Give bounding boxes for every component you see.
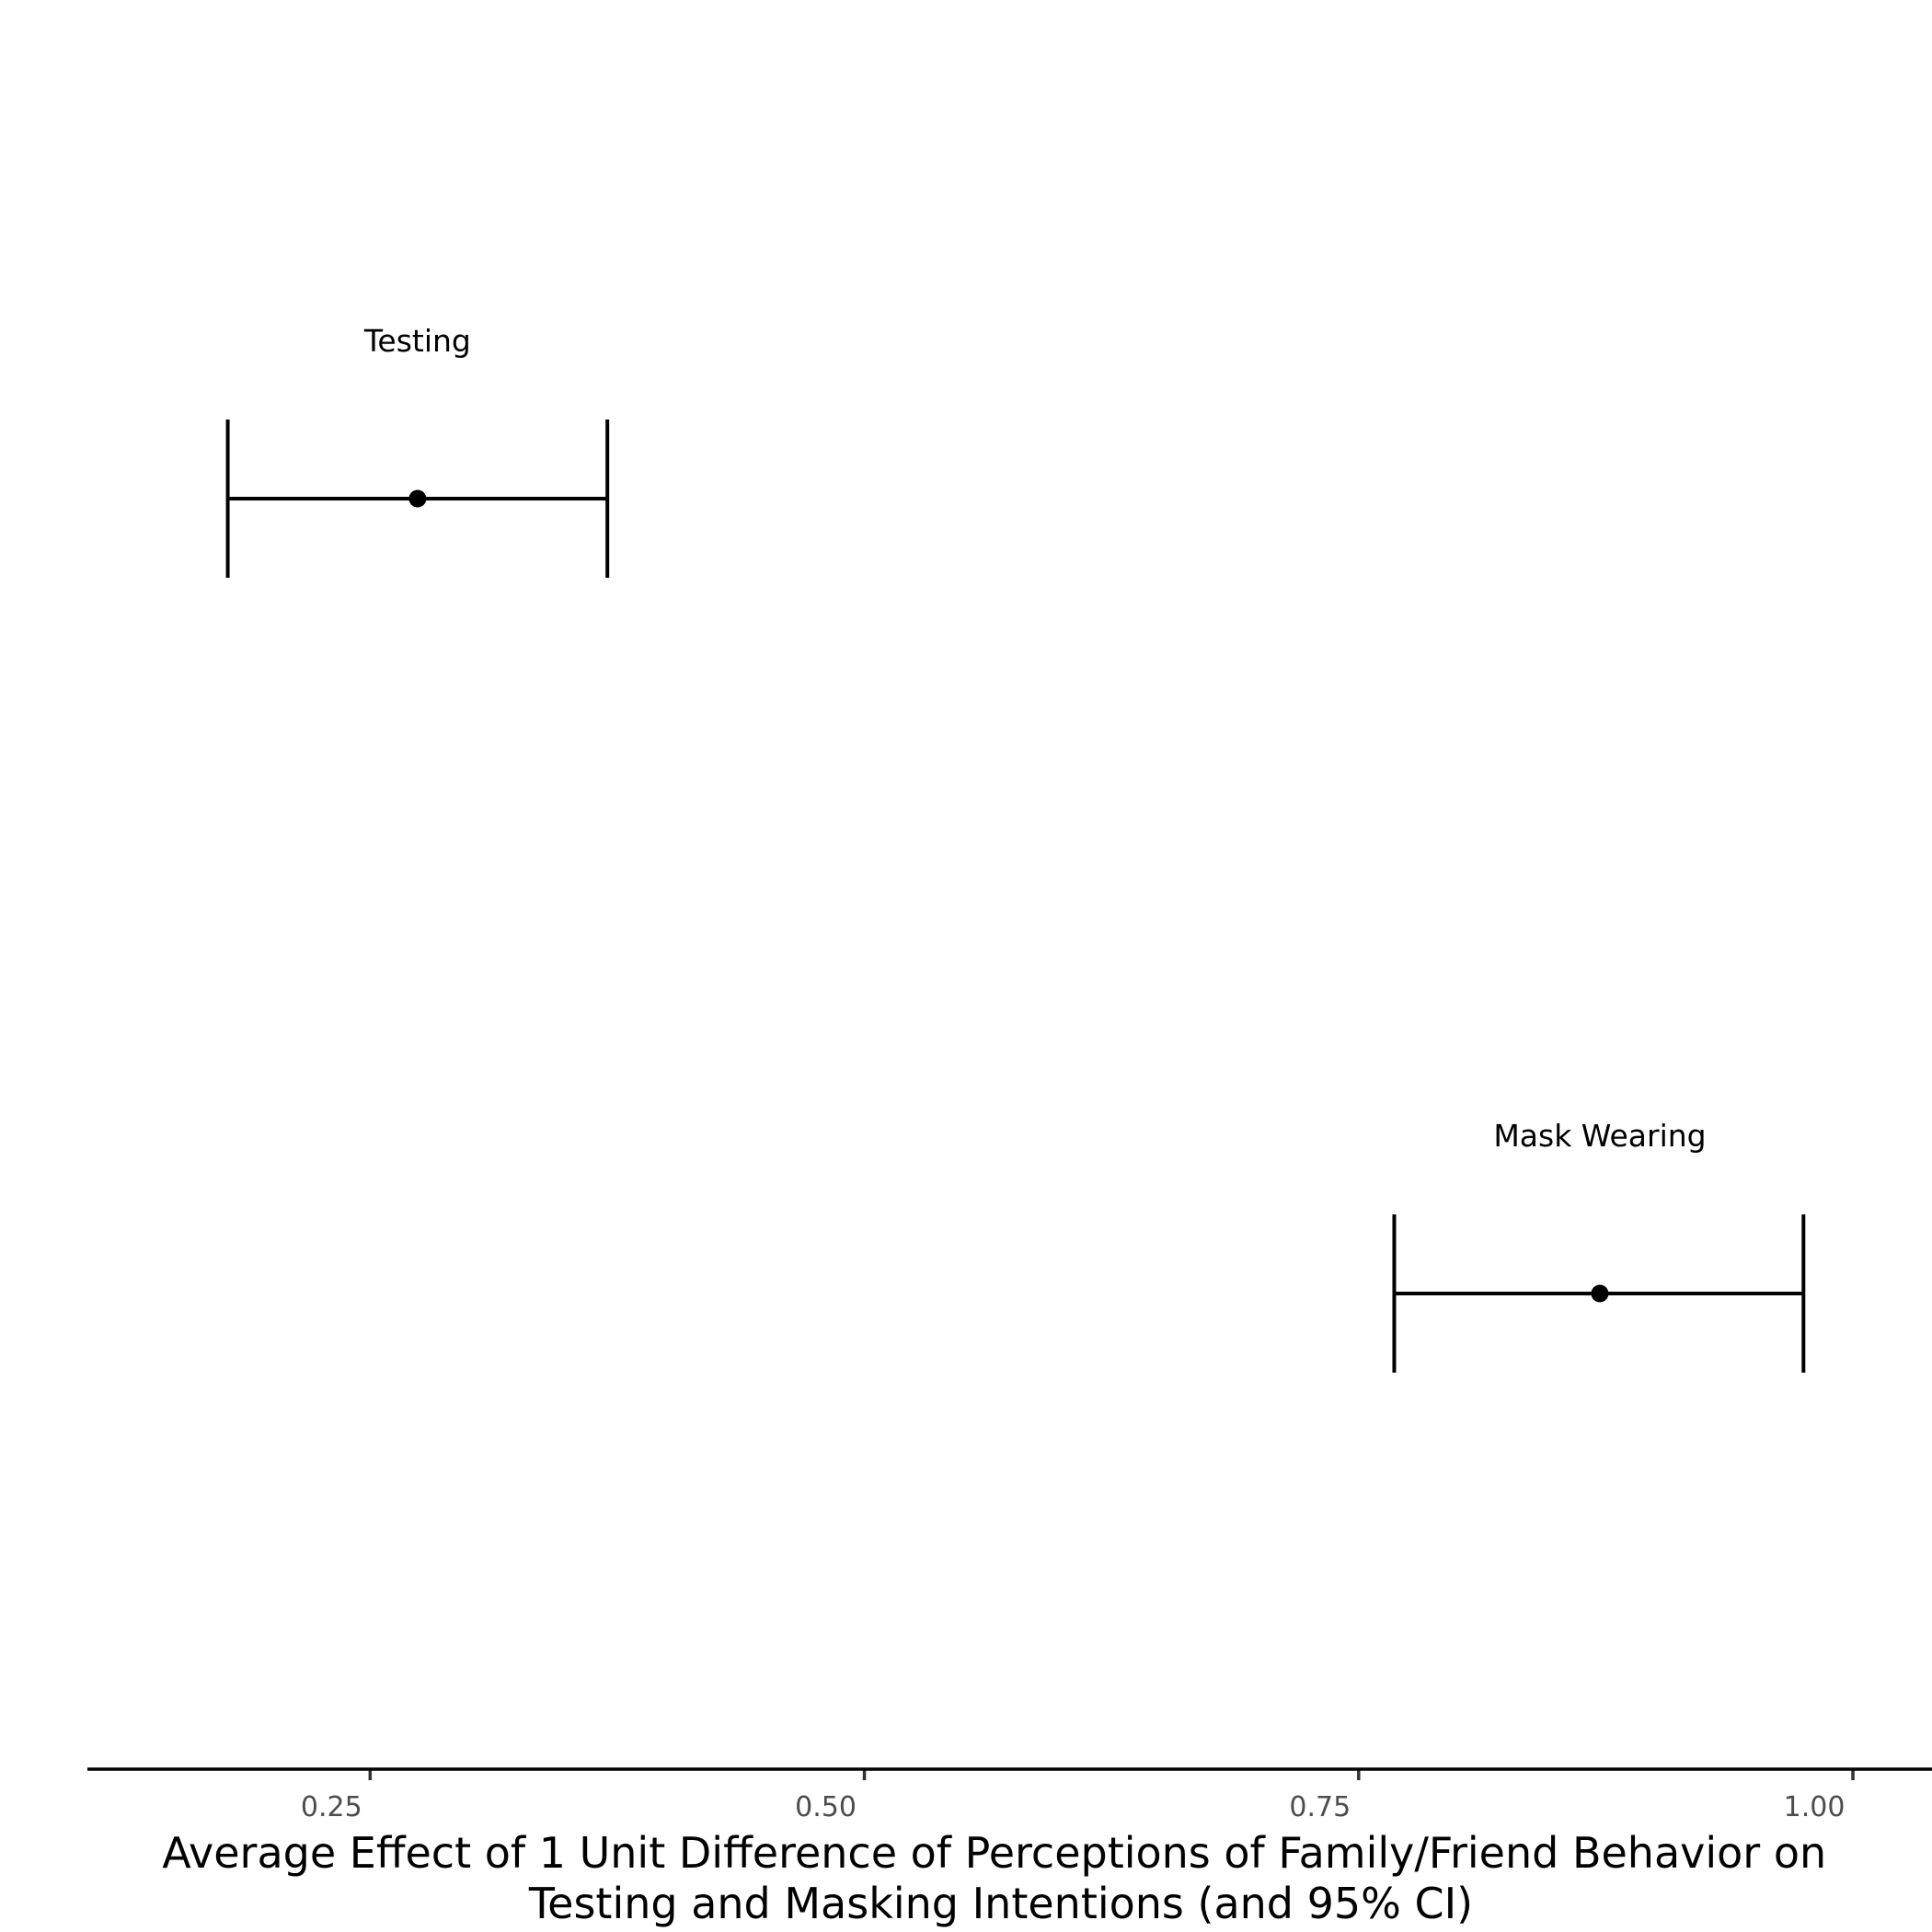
- series-1: Mask Wearing: [1392, 1118, 1806, 1373]
- estimate-point-1: [1591, 1284, 1609, 1303]
- x-axis-title-line-2: Testing and Masking Intentions (and 95% …: [528, 1879, 1473, 1928]
- series-label-1: Mask Wearing: [1493, 1118, 1706, 1154]
- x-tick-label-0: 0.25: [301, 1791, 362, 1823]
- x-axis-title-line-1: Average Effect of 1 Unit Difference of P…: [162, 1828, 1826, 1878]
- series-group: Testing Mask Wearing: [225, 323, 1806, 1373]
- x-tick-label-3: 1.00: [1784, 1791, 1846, 1823]
- x-tick-label-1: 0.50: [795, 1791, 857, 1823]
- estimate-point-0: [408, 489, 427, 508]
- series-0: Testing: [225, 323, 610, 578]
- series-label-0: Testing: [363, 323, 471, 359]
- x-axis-ticks: 0.25 0.50 0.75 1.00: [301, 1769, 1855, 1823]
- x-tick-label-2: 0.75: [1289, 1791, 1351, 1823]
- x-axis-title: Average Effect of 1 Unit Difference of P…: [162, 1828, 1840, 1928]
